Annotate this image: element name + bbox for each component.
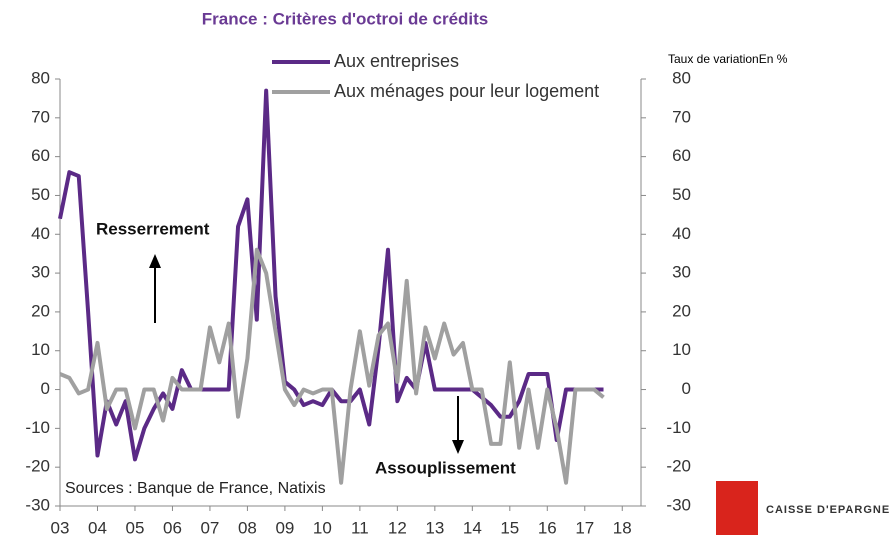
chart-title: France : Critères d'octroi de crédits xyxy=(202,9,489,28)
y-tick-label: 80 xyxy=(31,68,50,87)
y2-tick-label: 80 xyxy=(672,68,691,87)
x-tick-label: 12 xyxy=(388,518,407,537)
x-tick-label: 16 xyxy=(538,518,557,537)
y2-tick-label: 20 xyxy=(672,301,691,320)
y2-tick-label: 30 xyxy=(672,263,691,282)
y2-tick-label: 40 xyxy=(672,224,691,243)
series-line xyxy=(59,247,605,485)
y-tick-label: 40 xyxy=(31,224,50,243)
y2-tick-label: 10 xyxy=(672,340,691,359)
legend-label: Aux ménages pour leur logement xyxy=(334,81,599,101)
legend-label: Aux entreprises xyxy=(334,51,459,71)
x-tick-label: 07 xyxy=(200,518,219,537)
annotation: Sources : Banque de France, Natixis xyxy=(65,480,326,497)
x-tick-label: 18 xyxy=(613,518,632,537)
x-tick-label: 08 xyxy=(238,518,257,537)
x-tick-label: 05 xyxy=(126,518,145,537)
y-tick-label: -10 xyxy=(25,418,50,437)
x-tick-label: 06 xyxy=(163,518,182,537)
y2-tick-label: -30 xyxy=(666,495,691,514)
x-tick-label: 11 xyxy=(351,518,369,537)
y2-tick-label: -20 xyxy=(666,457,691,476)
x-tick-label: 04 xyxy=(88,518,107,537)
x-tick-label: 15 xyxy=(500,518,519,537)
y2-label: Taux de variationEn % xyxy=(668,52,788,66)
y2-tick-label: 60 xyxy=(672,146,691,165)
x-tick-label: 09 xyxy=(275,518,294,537)
arrow-head xyxy=(149,254,161,268)
x-tick-label: 10 xyxy=(313,518,332,537)
y-tick-label: 30 xyxy=(31,263,50,282)
y2-tick-label: -10 xyxy=(666,418,691,437)
x-tick-label: 13 xyxy=(425,518,444,537)
y-tick-label: -20 xyxy=(25,457,50,476)
logo-mark xyxy=(716,481,758,535)
x-tick-label: 17 xyxy=(575,518,594,537)
annotation: Resserrement xyxy=(96,219,210,238)
y-tick-label: 60 xyxy=(31,146,50,165)
y2-tick-label: 0 xyxy=(682,379,691,398)
annotation: Assouplissement xyxy=(375,458,516,477)
logo-text: CAISSE D'EPARGNE xyxy=(766,504,890,516)
y-tick-label: 70 xyxy=(31,107,50,126)
y-tick-label: -30 xyxy=(25,495,50,514)
y-tick-label: 0 xyxy=(41,379,50,398)
y-tick-label: 50 xyxy=(31,185,50,204)
y-tick-label: 20 xyxy=(31,301,50,320)
y-tick-label: 10 xyxy=(31,340,50,359)
y2-tick-label: 70 xyxy=(672,107,691,126)
x-tick-label: 03 xyxy=(51,518,70,537)
y2-tick-label: 50 xyxy=(672,185,691,204)
arrow-head xyxy=(452,440,464,454)
x-tick-label: 14 xyxy=(463,518,482,537)
